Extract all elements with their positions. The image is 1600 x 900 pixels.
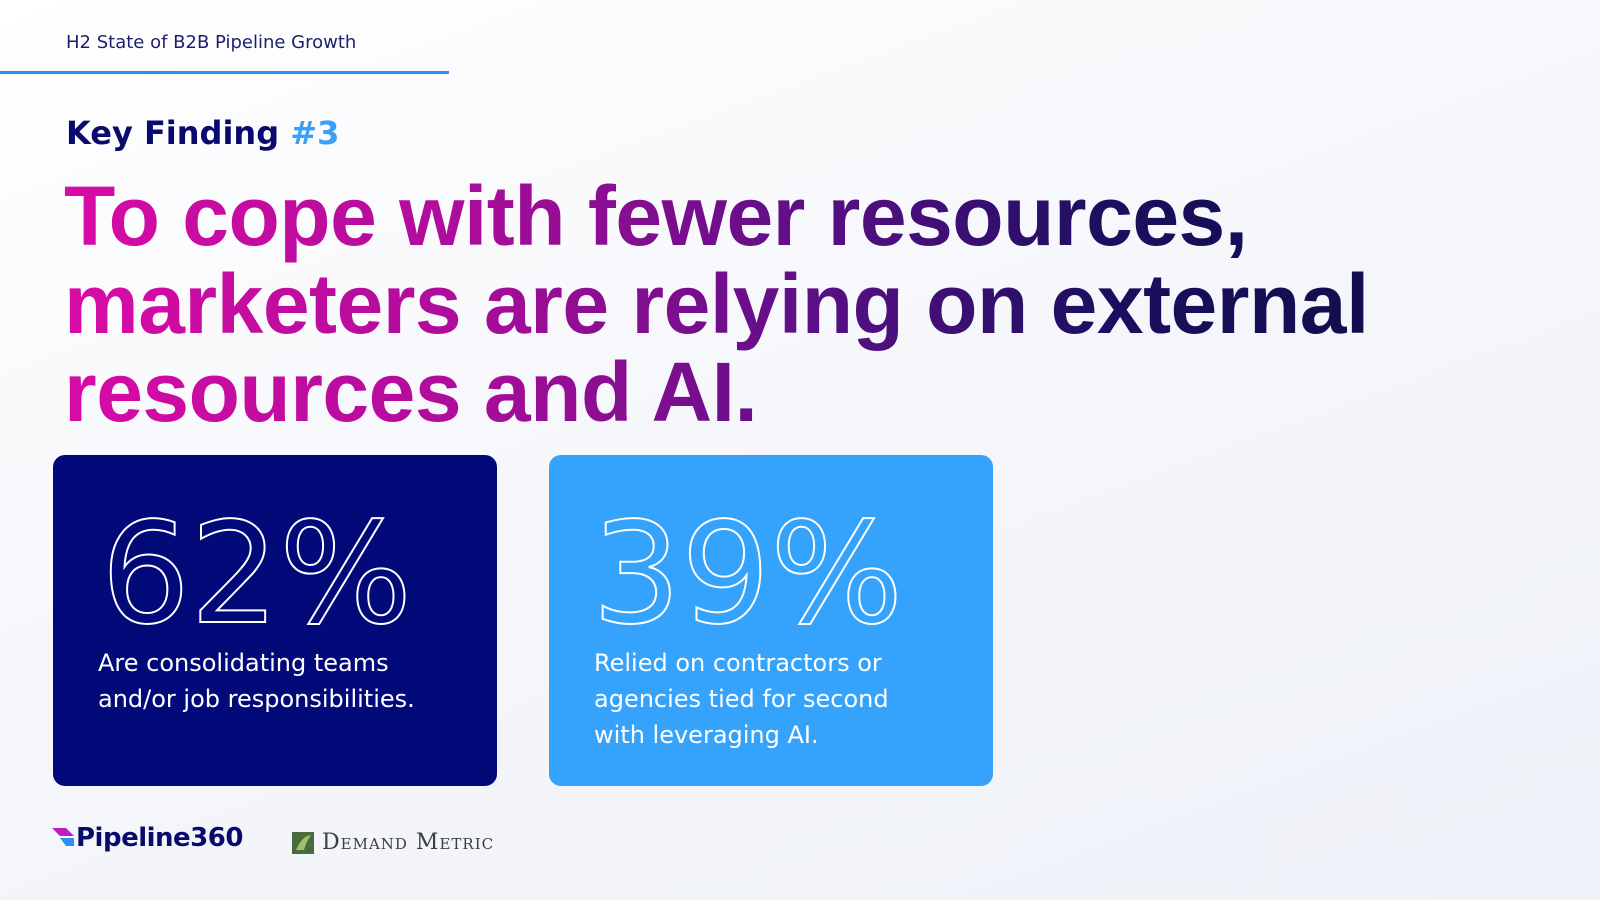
description-line: Relied on contractors or	[594, 649, 882, 677]
headline-line: resources and AI.	[64, 345, 758, 439]
logo-demand-metric: Demand Metric	[292, 830, 494, 855]
logo-text: Pipeline360	[76, 823, 243, 853]
header-title: H2 State of B2B Pipeline Growth	[66, 32, 357, 53]
stat-value-box: 39%	[591, 492, 904, 655]
description-line: and/or job responsibilities.	[98, 685, 415, 713]
headline-line: marketers are relying on external	[64, 257, 1369, 351]
description-line: agencies tied for second	[594, 685, 889, 713]
stat-card: 39% Relied on contractors or agencies ti…	[549, 455, 993, 786]
logo-text: Demand Metric	[322, 830, 495, 855]
header-rule	[0, 71, 449, 74]
kicker-label: Key Finding	[66, 114, 280, 152]
headline-line: To cope with fewer resources,	[64, 169, 1248, 263]
description-line: Are consolidating teams	[98, 649, 389, 677]
logo-pipeline360: Pipeline360	[52, 823, 243, 853]
stat-value: 62%	[101, 493, 412, 655]
kicker-number: #3	[290, 114, 340, 152]
kicker: Key Finding #3	[66, 114, 339, 152]
headline: To cope with fewer resources, marketers …	[64, 172, 1564, 436]
stat-card: 62% Are consolidating teams and/or job r…	[53, 455, 497, 786]
stat-description: Relied on contractors or agencies tied f…	[594, 645, 889, 753]
logo-icon	[52, 828, 74, 846]
description-line: with leveraging AI.	[594, 721, 819, 749]
stat-value-box: 62%	[100, 492, 413, 655]
stat-value: 39%	[592, 493, 903, 655]
stat-description: Are consolidating teams and/or job respo…	[98, 645, 415, 717]
logo-icon	[292, 831, 314, 854]
